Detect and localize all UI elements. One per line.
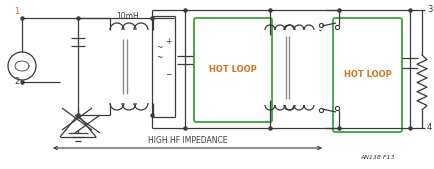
Text: HIGH HF IMPEDANCE: HIGH HF IMPEDANCE — [148, 136, 227, 145]
Text: 2: 2 — [14, 78, 19, 87]
Text: 10mH: 10mH — [116, 12, 138, 21]
Text: HOT LOOP: HOT LOOP — [209, 66, 256, 75]
Text: 3: 3 — [426, 6, 431, 15]
Text: ~: ~ — [156, 43, 162, 53]
Text: ~: ~ — [156, 54, 162, 63]
Text: −: − — [165, 70, 171, 79]
Text: +: + — [165, 38, 171, 46]
Text: 1: 1 — [14, 7, 19, 16]
Text: HOT LOOP: HOT LOOP — [343, 70, 391, 79]
Text: AN138 F13: AN138 F13 — [359, 155, 394, 160]
Text: 4: 4 — [426, 124, 431, 132]
